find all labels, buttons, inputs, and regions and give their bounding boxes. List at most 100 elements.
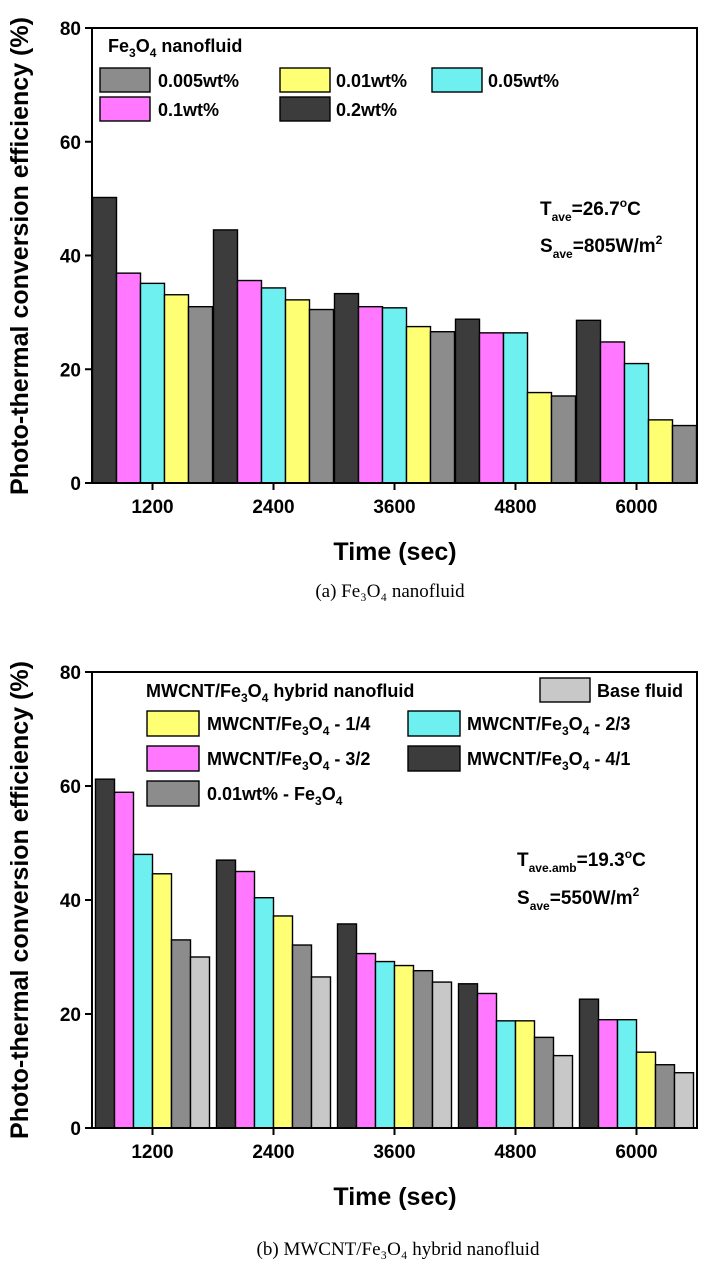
legend-item-ratio-3-2: MWCNT/Fe3O4 - 3/2 [146, 745, 370, 773]
chart-a-ylabel: Photo-thermal conversion efficiency (%) [6, 17, 34, 495]
bar-0.1wt%-6000 [599, 341, 626, 484]
y-tick-label: 60 [60, 133, 81, 154]
bar-0.05wt%-1200 [139, 282, 166, 484]
chart-a-annotation-irradiance: Save=805W/m2 [540, 233, 663, 261]
chart-b-x-ticks: 1200 2400 3600 4800 6000 [131, 1128, 658, 1163]
bar-base-fluid-2400 [310, 976, 332, 1129]
bar-0.2wt%-1200 [91, 196, 118, 484]
chart-b-annotation-irradiance: Save=550W/m2 [517, 885, 640, 913]
legend-label-ratio-2-3: MWCNT/Fe3O4 - 2/3 [467, 714, 630, 738]
bar-mwcnt-fe3o4-2-3-2400 [253, 897, 275, 1129]
bar-mwcnt-fe3o4-2-3-6000 [616, 1019, 638, 1129]
legend-swatch-ratio-2-3 [407, 710, 461, 737]
legend-swatch-ratio-4-1 [407, 745, 461, 772]
y-tick-label: 80 [60, 19, 81, 40]
x-tick-label: 2400 [252, 1142, 294, 1163]
y-tick-label: 60 [60, 777, 81, 798]
bar-mwcnt-fe3o4-1-4-1200 [151, 873, 173, 1129]
bar-0.005wt%-6000 [671, 424, 698, 484]
bar-0.2wt%-4800 [454, 318, 481, 484]
chart-b: Photo-thermal conversion efficiency (%) … [6, 661, 698, 1260]
y-tick-label: 20 [60, 1005, 81, 1026]
bar-base-fluid-3600 [431, 981, 453, 1129]
bar-0.01wt%-3600 [405, 325, 432, 484]
chart-b-annotation-temperature: Tave.amb=19.3oC [517, 847, 646, 875]
bar-0.01wt%-6000 [647, 419, 674, 484]
bar-0.01wt%-1200 [163, 294, 190, 484]
legend-swatch-ratio-3-2 [146, 745, 200, 772]
y-tick-label: 20 [60, 360, 81, 381]
legend-label-0.05wt%: 0.05wt% [488, 71, 559, 91]
legend-item-0.2wt%: 0.2wt% [279, 96, 397, 122]
legend-item-ratio-2-3: MWCNT/Fe3O4 - 2/3 [407, 710, 630, 738]
legend-item-ratio-4-1: MWCNT/Fe3O4 - 4/1 [407, 745, 630, 773]
bar-mwcnt-fe3o4-3-2-4800 [476, 992, 498, 1129]
bar-0.2wt%-3600 [333, 292, 360, 484]
legend-item-0.005wt%: 0.005wt% [99, 67, 239, 93]
bar-mwcnt-fe3o4-4-1-1200 [94, 778, 116, 1129]
bar-0.01wt%-2400 [284, 299, 311, 484]
x-tick-label: 3600 [373, 497, 415, 518]
legend-swatch-0.2wt% [279, 96, 331, 122]
bar-mwcnt-fe3o4-4-1-6000 [578, 998, 600, 1129]
bar-0.05wt%-4800 [502, 332, 529, 484]
bar-mwcnt-fe3o4-2-3-4800 [495, 1020, 517, 1129]
bar-0.1wt%-4800 [478, 332, 505, 484]
bar-base-fluid-1200 [189, 956, 211, 1129]
bar-mwcnt-fe3o4-3-2-6000 [597, 1019, 619, 1129]
bar-0.005wt%-2400 [308, 308, 335, 484]
legend-label-ratio-1-4: MWCNT/Fe3O4 - 1/4 [207, 714, 370, 738]
legend-label-ratio-4-1: MWCNT/Fe3O4 - 4/1 [467, 749, 630, 773]
x-tick-label: 3600 [373, 1142, 415, 1163]
legend-label-base-fluid: Base fluid [597, 681, 683, 701]
chart-b-y-ticks: 0 20 40 60 80 [60, 663, 92, 1140]
chart-a-y-ticks: 0 20 40 60 80 [60, 19, 92, 495]
bar-mwcnt-fe3o4-3-2-3600 [355, 952, 377, 1129]
y-tick-label: 40 [60, 891, 81, 912]
bar-0.01wt%-4800 [526, 391, 553, 484]
legend-item-base-fluid: Base fluid [539, 677, 683, 703]
bar-0.05wt%-2400 [260, 287, 287, 484]
bar-0.005wt%-4800 [550, 395, 577, 484]
bar-0.05wt%-3600 [381, 307, 408, 484]
chart-b-xlabel: Time (sec) [333, 1183, 456, 1211]
bar-0.1wt%-3600 [357, 305, 384, 484]
x-tick-label: 4800 [494, 497, 536, 518]
bar-mwcnt-fe3o4-1-4-4800 [514, 1020, 536, 1129]
legend-label-0.005wt%: 0.005wt% [158, 71, 239, 91]
legend-swatch-ratio-1-4 [146, 710, 200, 737]
legend-swatch-0.1wt% [99, 96, 151, 122]
legend-label-ratio-3-2: MWCNT/Fe3O4 - 3/2 [207, 749, 370, 773]
bar-mwcnt-fe3o4-1-4-3600 [393, 964, 415, 1129]
chart-a-bars [91, 196, 698, 484]
legend-label-0.2wt%: 0.2wt% [336, 100, 397, 120]
y-tick-label: 0 [70, 474, 81, 495]
bar-mwcnt-fe3o4-2-3-3600 [374, 960, 396, 1129]
bar-0.01wt%-fe3o4-3600 [412, 969, 434, 1129]
legend-item-0.05wt%: 0.05wt% [431, 67, 559, 93]
x-tick-label: 1200 [131, 1142, 173, 1163]
chart-b-ylabel: Photo-thermal conversion efficiency (%) [6, 661, 34, 1139]
bar-base-fluid-4800 [552, 1054, 574, 1129]
legend-swatch-base-fluid [539, 677, 591, 703]
x-tick-label: 2400 [252, 497, 294, 518]
x-tick-label: 6000 [615, 1142, 657, 1163]
legend-swatch-fe3o4-0.01wt% [146, 780, 200, 807]
x-tick-label: 6000 [615, 497, 657, 518]
chart-a: Photo-thermal conversion efficiency (%) … [6, 17, 698, 602]
chart-a-xlabel: Time (sec) [333, 538, 456, 566]
bar-0.01wt%-fe3o4-6000 [654, 1064, 676, 1129]
y-tick-label: 40 [60, 247, 81, 268]
legend-label-0.1wt%: 0.1wt% [158, 100, 219, 120]
bar-0.005wt%-1200 [187, 305, 214, 484]
bar-0.01wt%-fe3o4-1200 [170, 939, 192, 1129]
legend-swatch-0.05wt% [431, 67, 483, 93]
x-tick-label: 4800 [494, 1142, 536, 1163]
y-tick-label: 80 [60, 663, 81, 684]
bar-0.05wt%-6000 [623, 362, 650, 484]
chart-b-caption: (b) MWCNT/Fe₃O₄ hybrid nanofluid [257, 1239, 540, 1260]
bar-mwcnt-fe3o4-3-2-1200 [113, 791, 135, 1129]
bar-mwcnt-fe3o4-1-4-6000 [635, 1051, 657, 1129]
bar-0.01wt%-fe3o4-4800 [533, 1036, 555, 1129]
